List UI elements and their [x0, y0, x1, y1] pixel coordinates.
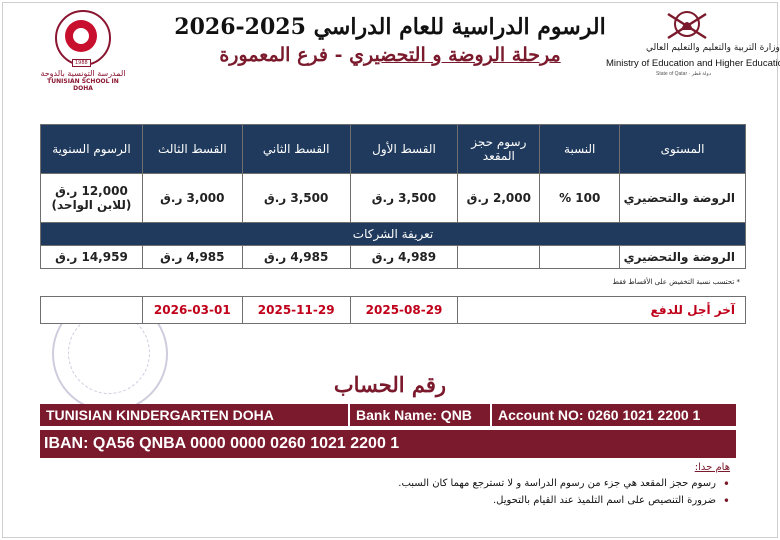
deadline-inst3: 2026-03-01 — [141, 296, 243, 324]
title-stage: مرحلة الروضة و التحضيري — [349, 44, 561, 66]
row1-seat: 2,000 ر.ق — [457, 173, 541, 223]
ministry-logo: وزارة التربية والتعليم والتعليم العالي M… — [606, 8, 780, 80]
title-branch: - فرع المعمورة — [219, 44, 350, 66]
header-level: المستوى — [619, 124, 746, 174]
row1-percent: 100 % — [539, 173, 621, 223]
ministry-name-ar: وزارة التربية والتعليم والتعليم العالي — [646, 43, 780, 53]
iban-bar: IBAN: QA56 QNBA 0000 0000 0260 1021 2200… — [40, 430, 736, 458]
qatar-emblem-icon — [667, 11, 707, 40]
bank-details-bar: TUNISIAN KINDERGARTEN DOHA Bank Name: QN… — [40, 404, 736, 426]
discount-note: * تحتسب نسبة التخفيض على الأقساط فقط — [612, 278, 740, 286]
list-item: ضرورة التنصيص على اسم التلميذ عند القيام… — [310, 494, 730, 508]
title-line1: الرسوم الدراسية للعام الدراسي 2025-2026 — [174, 14, 606, 40]
bank-name: Bank Name: QNB — [350, 404, 492, 426]
tunisian-school-logo: 1988 المدرسة التونسية بالدوحة TUNISIAN S… — [40, 10, 126, 92]
row2-seat — [457, 245, 541, 269]
school-name-ar: المدرسة التونسية بالدوحة — [40, 69, 126, 78]
header-seat: رسوم حجز المقعد — [457, 124, 541, 174]
table-row: الروضة والتحضيري 100 % 2,000 ر.ق 3,500 ر… — [40, 173, 746, 223]
important-notes-list: رسوم حجز المقعد هي جزء من رسوم الدراسة و… — [310, 477, 730, 512]
account-title: رقم الحساب — [333, 372, 447, 397]
deadline-inst2: 2025-11-29 — [241, 296, 351, 324]
header-inst1: القسط الأول — [349, 124, 459, 174]
header-inst2: القسط الثاني — [241, 124, 351, 174]
title-line2: مرحلة الروضة و التحضيري - فرع المعمورة — [150, 44, 630, 66]
deadline-inst1: 2025-08-29 — [349, 296, 459, 324]
corporate-rate-title: تعريفة الشركات — [40, 222, 746, 246]
state-of-qatar: State of Qatar · دولة قطر — [656, 71, 712, 77]
row1-level: الروضة والتحضيري — [619, 173, 746, 223]
account-name: TUNISIAN KINDERGARTEN DOHA — [40, 404, 350, 426]
list-item: رسوم حجز المقعد هي جزء من رسوم الدراسة و… — [310, 477, 730, 491]
page-title: الرسوم الدراسية للعام الدراسي 2025-2026 … — [150, 14, 630, 66]
row1-annual-value: 12,000 ر.ق — [55, 184, 128, 198]
row1-inst2: 3,500 ر.ق — [241, 173, 351, 223]
header-annual: الرسوم السنوية — [40, 124, 143, 174]
deadline-label: آخر أجل للدفع — [457, 296, 746, 324]
row2-percent — [539, 245, 621, 269]
tunisia-flag-emblem-icon: 1988 — [55, 10, 111, 67]
row1-annual-note: (للابن الواحد) — [51, 198, 132, 212]
header-inst3: القسط الثالث — [141, 124, 243, 174]
deadline-empty — [40, 296, 143, 324]
logo-year: 1988 — [72, 59, 91, 67]
deadlines-row: آخر أجل للدفع 2025-08-29 2025-11-29 2026… — [40, 296, 746, 324]
fees-table: المستوى النسبة رسوم حجز المقعد القسط الأ… — [40, 124, 746, 269]
row2-inst3: 4,985 ر.ق — [141, 245, 243, 269]
important-heading: هام جدا: — [694, 462, 730, 473]
row2-inst2: 4,985 ر.ق — [241, 245, 351, 269]
row2-level: الروضة والتحضيري — [619, 245, 746, 269]
table-row: الروضة والتحضيري 4,989 ر.ق 4,985 ر.ق 4,9… — [40, 245, 746, 269]
row1-inst3: 3,000 ر.ق — [141, 173, 243, 223]
school-name-en: TUNISIAN SCHOOL IN DOHA — [47, 78, 119, 92]
row2-annual: 14,959 ر.ق — [40, 245, 143, 269]
row2-inst1: 4,989 ر.ق — [349, 245, 459, 269]
account-number: Account NO: 0260 1021 2200 1 — [498, 407, 701, 423]
row1-inst1: 3,500 ر.ق — [349, 173, 459, 223]
table-header-row: المستوى النسبة رسوم حجز المقعد القسط الأ… — [40, 124, 746, 174]
ministry-name-en: Ministry of Education and Higher Educati… — [606, 58, 780, 69]
row1-annual: 12,000 ر.ق (للابن الواحد) — [40, 173, 143, 223]
header-percent: النسبة — [539, 124, 621, 174]
deadlines-table: آخر أجل للدفع 2025-08-29 2025-11-29 2026… — [40, 296, 746, 324]
section-row: تعريفة الشركات — [40, 222, 746, 246]
